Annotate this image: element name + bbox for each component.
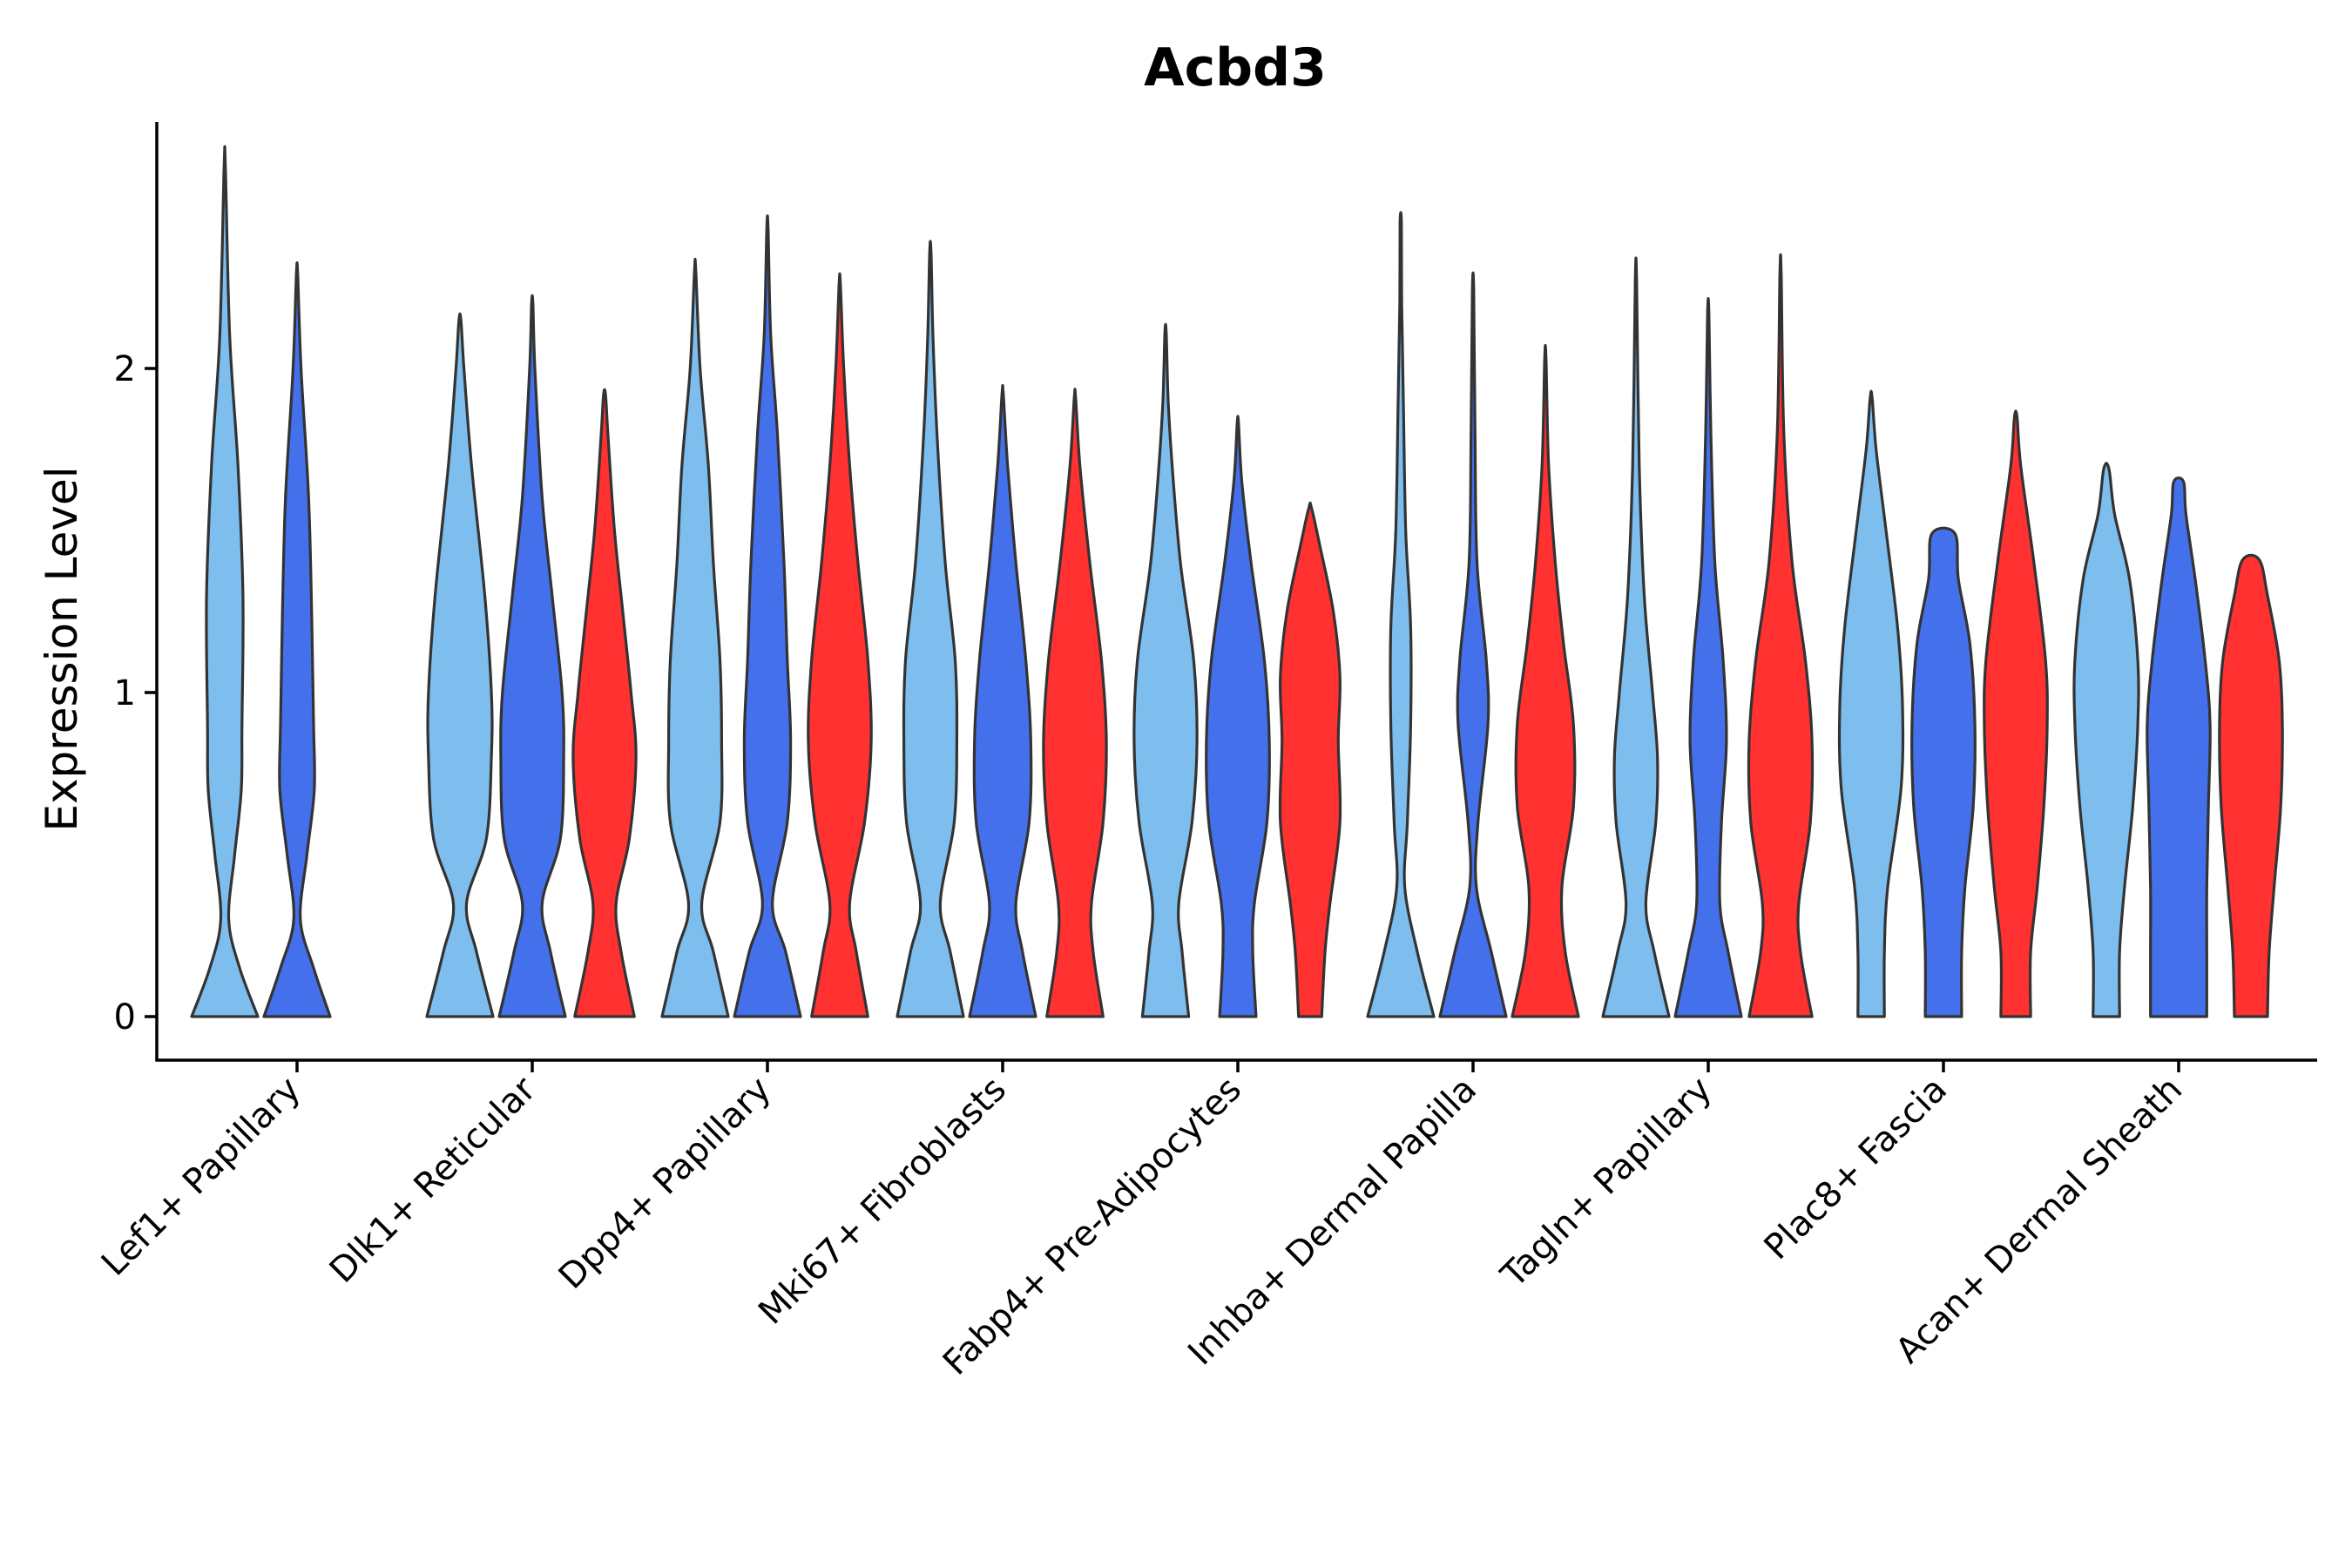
violin-lef1-papillary-group1 <box>190 145 260 1018</box>
y-axis-label: Expression Level <box>37 466 87 831</box>
violin-inhba-dermal-papilla-group3 <box>1511 343 1580 1018</box>
violin-tagln-papillary-group3 <box>1747 253 1815 1018</box>
x-axis-ticks: Lef1+ Papillary Dlk1+ Reticular Dpp4+ Papi… <box>94 1060 2190 1383</box>
y-tick-label: 0 <box>114 997 136 1037</box>
violin-lef1-papillary-group2 <box>262 261 332 1018</box>
y-tick-label: 1 <box>114 673 136 713</box>
violin-inhba-dermal-papilla-group1 <box>1366 211 1436 1018</box>
violin-acan-dermal-sheath-group3 <box>2218 553 2284 1018</box>
violin-plac8-fascia-group2 <box>1910 526 1977 1018</box>
y-tick-label: 2 <box>114 349 136 389</box>
violin-plac8-fascia-group1 <box>1837 389 1905 1018</box>
violin-tagln-papillary-group1 <box>1601 256 1671 1018</box>
x-tick-label: Tagln+ Papillary <box>1493 1070 1720 1296</box>
x-tick-label: Dlk1+ Reticular <box>322 1069 544 1291</box>
violin-inhba-dermal-papilla-group2 <box>1438 271 1508 1018</box>
violin-dpp4-papillary-group1 <box>660 257 730 1018</box>
x-tick-label: Dpp4+ Papillary <box>551 1070 779 1297</box>
x-tick-label: Mki67+ Fibroblasts <box>751 1070 1014 1333</box>
violin-dlk1-reticular-group3 <box>571 388 638 1018</box>
violin-tagln-papillary-group2 <box>1673 296 1743 1018</box>
violin-mki67-fibroblasts-group1 <box>896 240 965 1018</box>
violin-fabp4-pre-adipocytes-group1 <box>1132 322 1199 1018</box>
violin-acan-dermal-sheath-group1 <box>2072 462 2140 1018</box>
violin-dlk1-reticular-group1 <box>425 312 495 1018</box>
x-tick-label: Plac8+ Fascia <box>1757 1070 1956 1268</box>
violin-dpp4-papillary-group3 <box>807 272 873 1018</box>
x-tick-label: Lef1+ Papillary <box>94 1070 308 1284</box>
y-axis-ticks: 0 1 2 <box>114 349 157 1037</box>
violin-mki67-fibroblasts-group3 <box>1042 388 1108 1018</box>
violin-fabp4-pre-adipocytes-group2 <box>1205 415 1271 1018</box>
violin-layer <box>190 145 2284 1018</box>
violin-dlk1-reticular-group2 <box>497 294 567 1018</box>
chart-title: Acbd3 <box>1144 37 1327 98</box>
violin-plac8-fascia-group3 <box>1983 409 2049 1018</box>
violin-fabp4-pre-adipocytes-group3 <box>1278 501 1342 1018</box>
violin-dpp4-papillary-group2 <box>733 214 802 1018</box>
violin-mki67-fibroblasts-group2 <box>968 383 1037 1018</box>
violin-acan-dermal-sheath-group2 <box>2146 476 2212 1018</box>
